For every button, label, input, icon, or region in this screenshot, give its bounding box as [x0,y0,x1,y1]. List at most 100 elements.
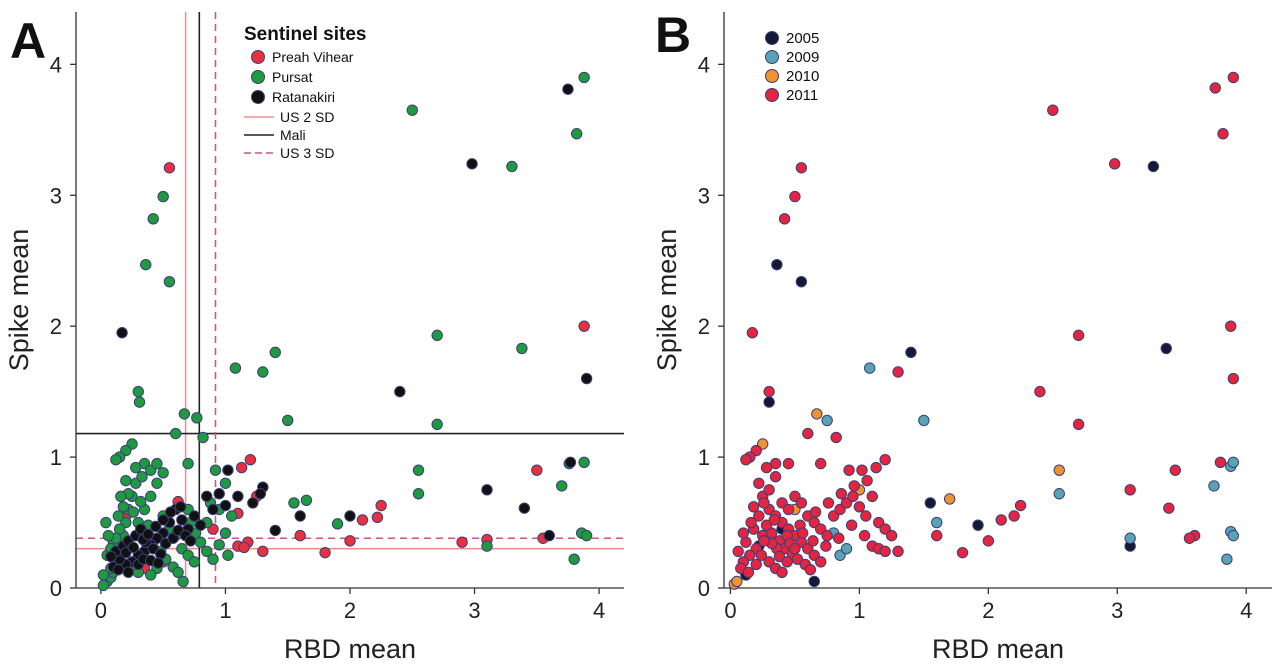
y-axis-label: Spike mean [652,229,682,372]
data-point [188,510,201,522]
data-point [127,541,139,554]
data-point [763,484,775,496]
data-point [821,529,833,542]
data-point [562,83,574,95]
data-point [731,575,743,588]
data-point [570,128,583,140]
data-point [209,464,222,476]
data-point [856,464,868,476]
data-point [1053,488,1065,500]
data-point [112,563,125,576]
data-point [247,497,259,509]
data-point [769,471,782,483]
data-point [100,516,112,529]
legend-marker-2009 [765,50,779,64]
data-point [412,488,425,500]
data-point [122,566,135,578]
data-point [406,104,418,116]
data-point [924,497,937,509]
data-point [848,480,860,492]
data-point [164,506,177,518]
data-point [556,480,568,492]
data-point [1034,385,1046,398]
data-point [1053,464,1065,476]
data-point [120,474,132,487]
data-point [300,494,313,506]
data-point [811,408,823,420]
data-point [821,414,833,427]
data-point [169,427,182,440]
legend-label-mali: Mali [280,127,306,143]
legend-label-pursat: Pursat [272,69,313,85]
data-point [746,327,759,339]
data-point [578,456,590,469]
legend-label-ratanakiri: Ratanakiri [272,89,335,105]
data-point [344,535,356,547]
data-point [771,258,783,271]
data-point [201,490,213,503]
data-point [1183,532,1196,544]
data-point [244,454,257,466]
data-point [147,213,159,225]
data-point [956,546,969,559]
data-point [371,511,384,524]
data-point [753,477,765,489]
legend: 2005 2009 2010 2011 [765,30,819,104]
legend-label-us-2-sd: US 2 SD [280,109,334,125]
data-point [163,162,176,174]
data-point [232,490,244,503]
data-point [1047,104,1059,116]
data-point [1163,502,1175,514]
data-point [163,275,176,288]
x-tick-label: 1 [853,598,865,623]
data-point [213,488,225,500]
x-tick-label: 0 [724,598,736,623]
data-point [207,503,219,516]
data-point [518,502,531,514]
data-point [768,514,780,526]
data-point [982,535,995,547]
data-point [481,540,493,552]
data-point [807,535,819,547]
data-point [853,501,866,513]
legend-label-2011: 2011 [786,87,818,104]
data-point [145,490,157,503]
y-tick-label: 2 [50,314,62,339]
data-point [182,457,194,470]
data-point [133,396,146,408]
data-point [580,529,593,542]
data-point [782,503,795,516]
data-point [843,464,855,476]
data-point [157,467,169,479]
data-point [905,346,917,359]
data-point [789,190,801,203]
legend-label-2010: 2010 [786,68,819,85]
y-tick-label: 1 [698,445,710,470]
legend-marker-2005 [765,31,779,45]
data-point [191,412,203,424]
data-point [808,575,820,588]
data-point [755,549,768,561]
y-tick-label: 4 [698,52,710,77]
data-point [776,566,788,578]
data-point [1124,484,1136,496]
data-point [809,506,822,518]
data-point [178,408,191,420]
y-tick-label: 3 [698,183,710,208]
data-point [835,488,848,500]
data-point [796,527,809,539]
data-point [830,431,842,444]
data-point [506,160,518,173]
data-point [288,497,300,509]
legend: Sentinel sites Preah Vihear Pursat Ratanaki… [244,24,367,161]
panel-a: 0 1 2 3 4 0 1 2 3 4 RBD mean Spike mean A Sentinel si… [4,12,624,664]
data-point [135,495,147,508]
data-point [1072,418,1085,431]
data-point [1169,464,1181,476]
data-point [1208,480,1220,492]
data-point [879,454,891,466]
legend-label-preah-vihear: Preah Vihear [272,49,354,65]
data-point [1124,532,1136,544]
data-point [745,516,757,529]
data-point [758,497,770,509]
